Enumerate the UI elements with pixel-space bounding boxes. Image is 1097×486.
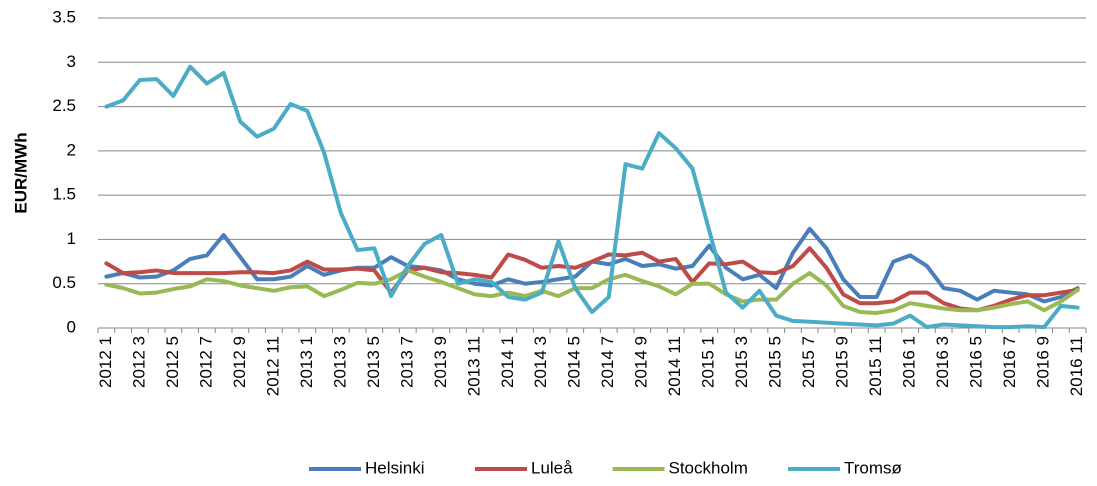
x-tick-label: 2014 3 <box>531 336 550 388</box>
x-tick-label: 2012 7 <box>196 336 215 388</box>
series-line <box>104 268 1080 315</box>
x-tick-label: 2014 9 <box>632 336 651 388</box>
x-tick-label: 2012 9 <box>230 336 249 388</box>
x-tick-label: 2014 11 <box>665 336 684 396</box>
x-tick-label: 2016 3 <box>933 336 952 388</box>
y-axis-label: EUR/MWh <box>11 132 30 213</box>
x-tick-label: 2016 9 <box>1034 336 1053 388</box>
x-tick-label: 2013 5 <box>364 336 383 388</box>
x-tick-label: 2014 5 <box>565 336 584 388</box>
y-tick-label: 1 <box>67 229 76 248</box>
legend-label: Helsinki <box>365 458 425 477</box>
x-tick-label: 2012 5 <box>163 336 182 388</box>
x-tick-label: 2014 1 <box>498 336 517 388</box>
series-line <box>104 246 1080 313</box>
x-tick-label: 2015 3 <box>732 336 751 388</box>
y-tick-label: 0 <box>67 317 76 336</box>
y-tick-label: 3.5 <box>52 7 76 26</box>
series-line <box>104 64 1080 330</box>
x-tick-label: 2013 9 <box>431 336 450 388</box>
x-tick-label: 2016 7 <box>1000 336 1019 388</box>
y-tick-label: 1.5 <box>52 185 76 204</box>
y-tick-label: 3 <box>67 52 76 71</box>
legend-label: Luleå <box>531 458 573 477</box>
x-tick-label: 2016 11 <box>1067 336 1086 396</box>
x-tick-label: 2014 7 <box>598 336 617 388</box>
x-tick-label: 2013 7 <box>397 336 416 388</box>
x-tick-label: 2015 1 <box>699 336 718 388</box>
x-tick-label: 2015 7 <box>799 336 818 388</box>
y-tick-label: 2.5 <box>52 96 76 115</box>
x-tick-label: 2012 3 <box>129 336 148 388</box>
x-tick-label: 2012 1 <box>96 336 115 388</box>
x-tick-label: 2015 11 <box>866 336 885 396</box>
y-tick-label: 2 <box>67 140 76 159</box>
x-tick-label: 2015 9 <box>833 336 852 388</box>
x-tick-label: 2013 1 <box>297 336 316 388</box>
y-tick-label: 0.5 <box>52 273 76 292</box>
x-tick-label: 2013 11 <box>464 336 483 396</box>
x-tick-label: 2013 3 <box>330 336 349 388</box>
x-tick-label: 2012 11 <box>263 336 282 396</box>
legend-label: Tromsø <box>844 458 902 477</box>
x-tick-label: 2015 5 <box>766 336 785 388</box>
x-tick-label: 2016 1 <box>900 336 919 388</box>
legend-label: Stockholm <box>669 458 748 477</box>
x-tick-label: 2016 5 <box>967 336 986 388</box>
